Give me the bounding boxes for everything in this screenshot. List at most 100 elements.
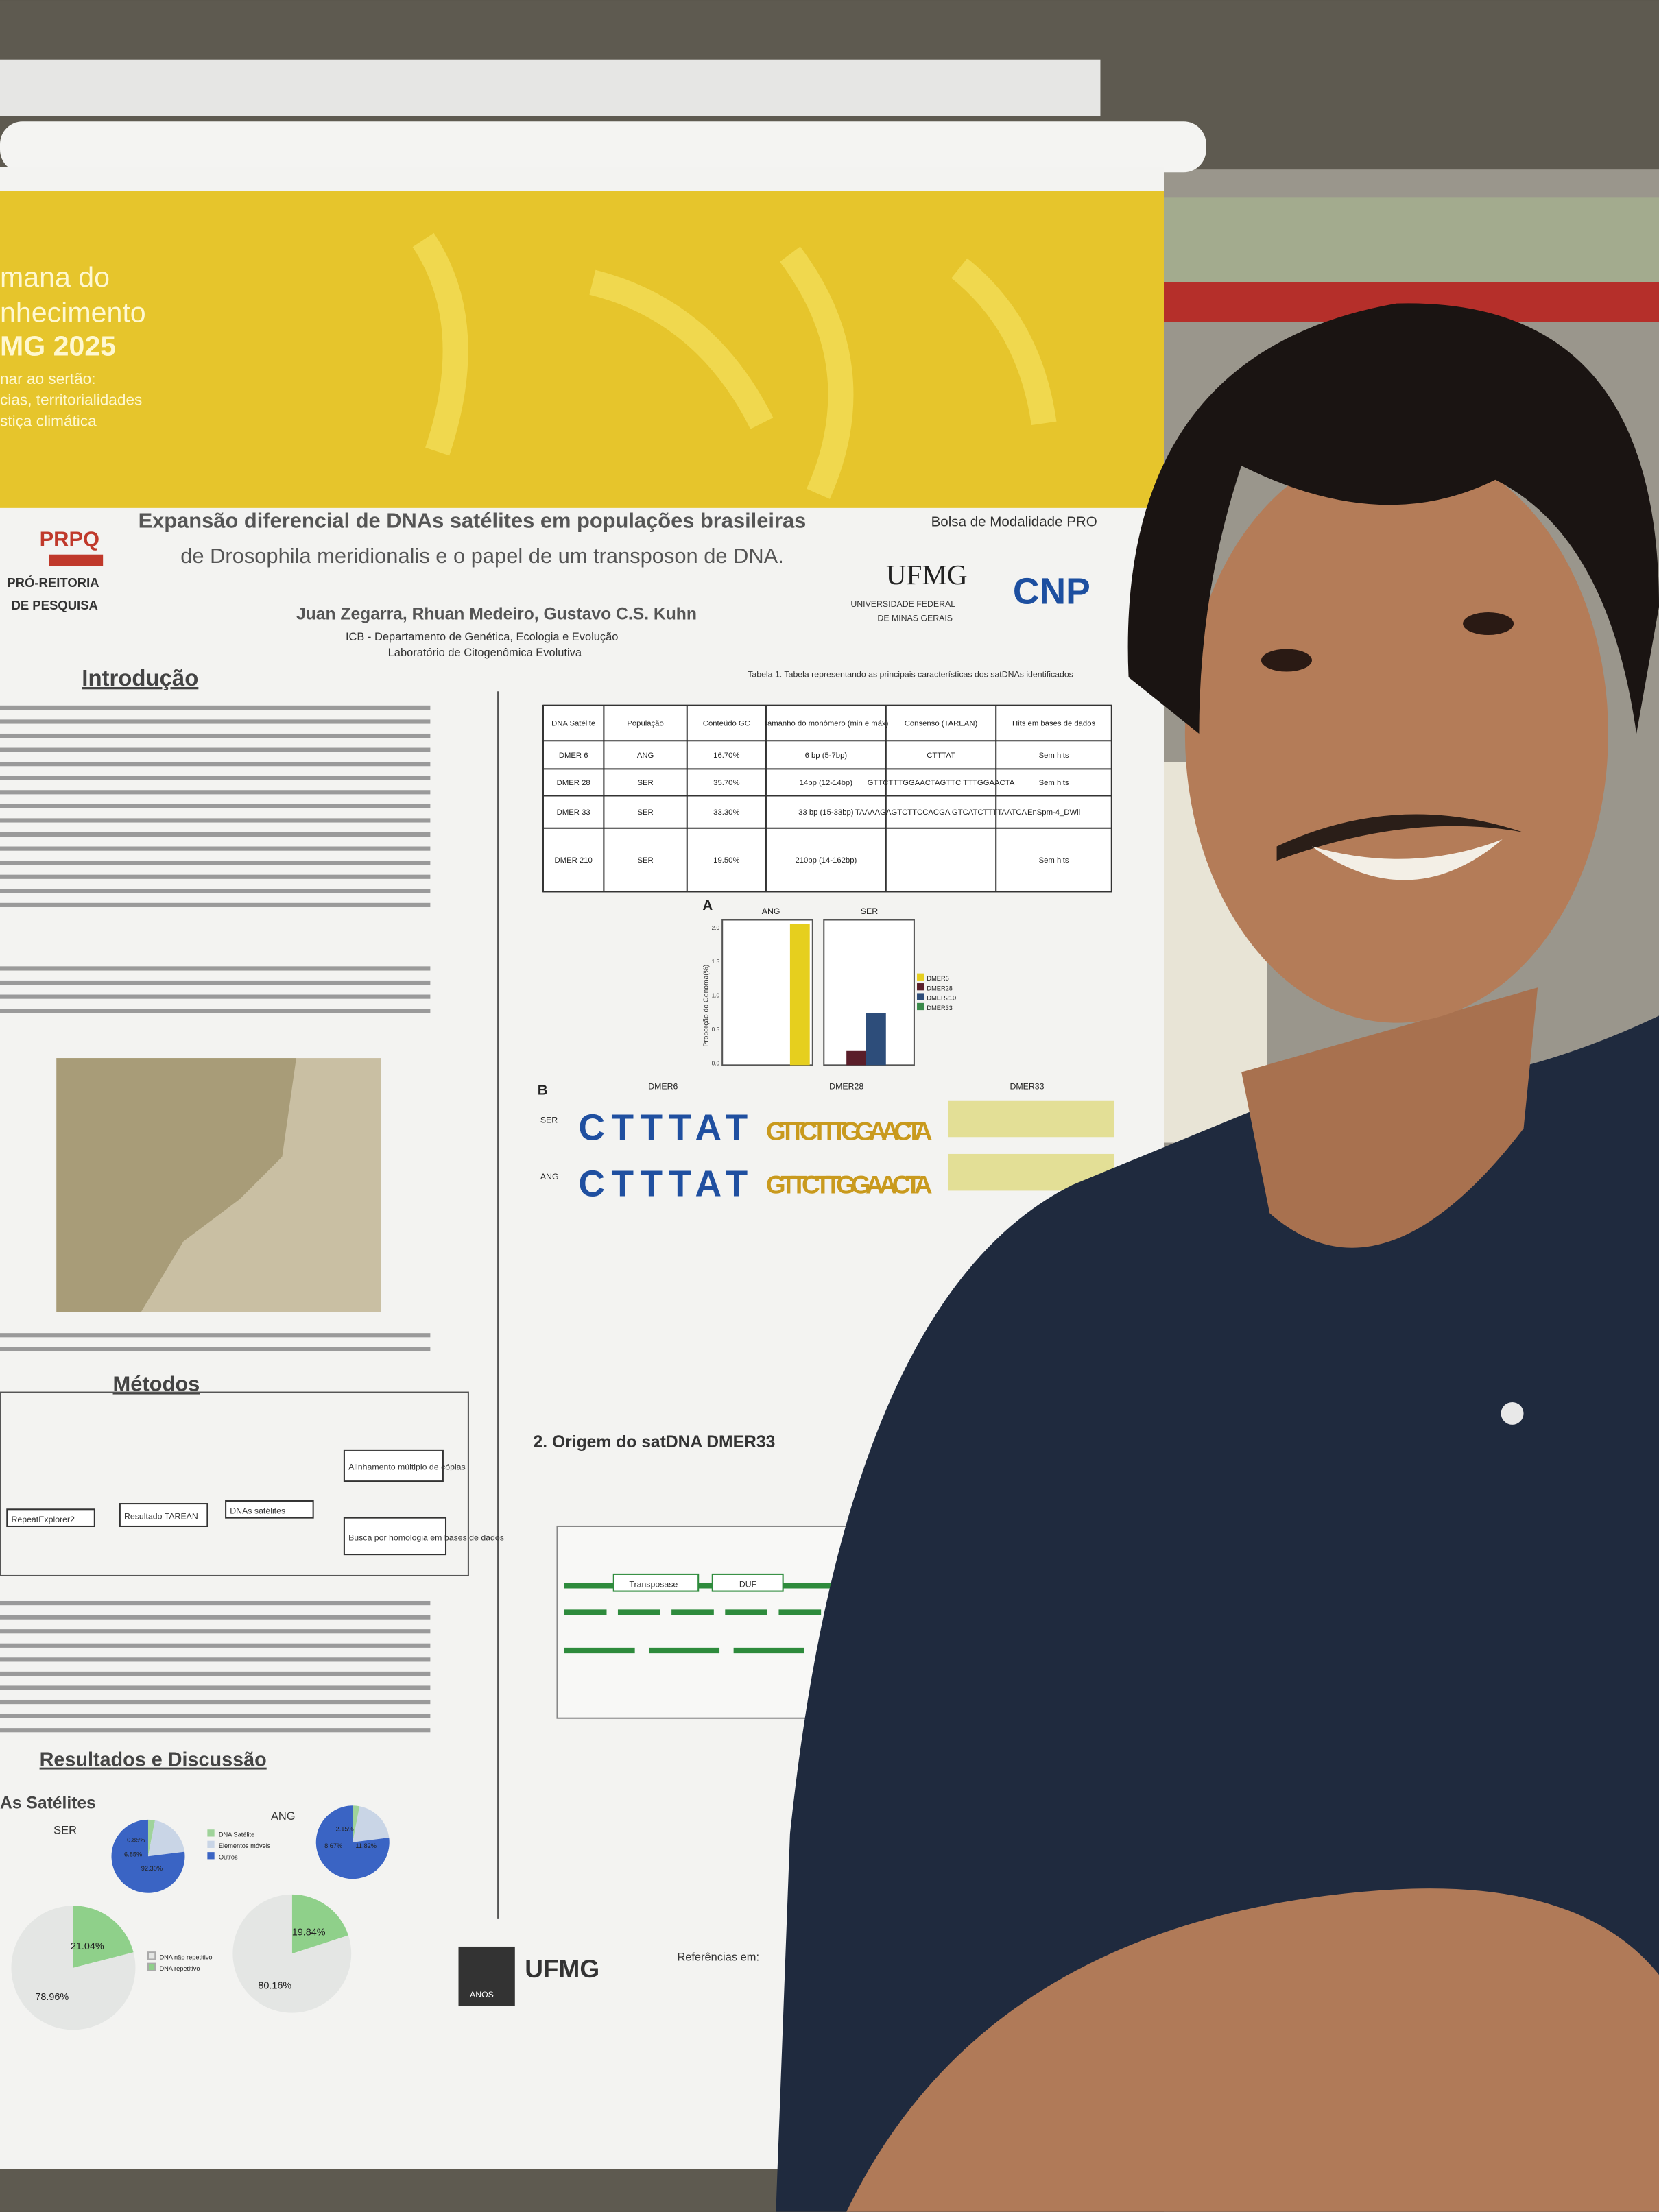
column-title: DMER28 [829, 1081, 863, 1091]
diagram-label: DUF [739, 1579, 757, 1589]
legend-label: DMER210 [927, 995, 956, 1002]
text-line [0, 1600, 431, 1606]
table-cell: Consenso (TAREAN) [905, 720, 978, 728]
text-line [0, 1643, 431, 1648]
text-line [0, 719, 431, 724]
table-cell: CTTTAT [927, 752, 955, 760]
table-cell: EnSpm-4_DWil [1027, 808, 1080, 817]
table-cell: SER [637, 808, 653, 817]
y-tick-label: 2.0 [712, 925, 720, 931]
bar [846, 1050, 866, 1066]
flow-label: RepeatExplorer2 [11, 1515, 75, 1524]
column-title: DMER33 [1010, 1081, 1044, 1091]
table-cell: Sem hits [1039, 779, 1069, 787]
pipe [1164, 197, 1659, 282]
text-line [0, 1009, 431, 1013]
text-line [0, 902, 431, 907]
text-line [0, 1657, 431, 1662]
eye [1261, 649, 1312, 672]
pie-slice [315, 1805, 390, 1879]
table-cell: Sem hits [1039, 856, 1069, 865]
table-cell: População [627, 720, 663, 728]
text-line [0, 1333, 431, 1338]
hair [1127, 303, 1659, 734]
flow-label: Alinhamento múltiplo de cópias [348, 1463, 466, 1472]
header-line: nhecimento [0, 296, 146, 328]
flow-label: Resultado TAREAN [124, 1512, 198, 1522]
person [776, 303, 1659, 2212]
pie-label: 92.30% [141, 1865, 163, 1872]
logo-cnpq: CNP [1013, 572, 1090, 612]
diagram-box [612, 1573, 700, 1592]
table-cell: 6 bp (5-7bp) [805, 752, 848, 760]
pie-slice [353, 1806, 390, 1842]
pie-slice [147, 1819, 156, 1857]
text-line [0, 846, 431, 851]
flow-label: Busca por homologia em bases de dados [348, 1533, 504, 1543]
table-cell: SER [637, 779, 653, 787]
grant: Bolsa de Modalidade PRO [931, 514, 1097, 530]
text-line [0, 790, 431, 795]
text-line [0, 762, 431, 767]
flow-box [343, 1517, 447, 1556]
axis-label: Proporção do Genoma(%) [703, 965, 711, 1047]
text-line [0, 804, 431, 808]
poster-header [0, 191, 1165, 508]
y-tick-label: 1.0 [712, 993, 720, 999]
text-line [0, 966, 431, 971]
table-cell: 33.30% [713, 808, 739, 817]
logo-sub: DE PESQUISA [11, 598, 97, 612]
pie-slice [11, 1906, 136, 2030]
header-theme: nar ao sertão: [0, 370, 96, 387]
table-cell: DMER 28 [557, 779, 590, 787]
sub-heading: 2. Origem do satDNA DMER33 [534, 1433, 776, 1452]
table-cell: SER [637, 856, 653, 865]
legend-label: DMER6 [927, 975, 948, 982]
pie-title: SER [53, 1824, 77, 1836]
affiliation: Laboratório de Citogenômica Evolutiva [388, 647, 582, 659]
row-title: ANG [540, 1172, 559, 1181]
pie-charts: 0.85% 6.85% 92.30% 2.15% 8.67% 11.82% 21.04% 78… [11, 1805, 390, 2030]
text-line [0, 1671, 431, 1676]
panel-title: SER [861, 906, 878, 916]
legend-swatch [207, 1840, 215, 1848]
table-cell: 14bp (12-14bp) [800, 779, 852, 787]
pie-label: 0.85% [127, 1837, 145, 1844]
methods-box [0, 1391, 469, 1577]
anos: ANOS [470, 1990, 494, 1999]
text-line [0, 1714, 431, 1718]
table-cell: Sem hits [1039, 752, 1069, 760]
text-line [0, 980, 431, 985]
footer-ufmg: UFMG [525, 1954, 599, 1983]
column-title: DMER6 [648, 1081, 678, 1091]
pie-label: 80.16% [258, 1981, 291, 1992]
table-cell: Tamanho do monômero (min e máx) [763, 720, 888, 728]
pie-slice [73, 1906, 134, 1968]
header-decor [412, 232, 1057, 499]
logo-ufmg: UFMG [886, 559, 968, 590]
flow-box [6, 1508, 95, 1528]
text-line [0, 1685, 431, 1690]
legend-swatch [917, 1002, 924, 1011]
sequence-logo [948, 1100, 1115, 1138]
text-line [0, 874, 431, 879]
y-tick-label: 1.5 [712, 959, 720, 965]
references: Referências em: [677, 1951, 759, 1964]
authors: Juan Zegarra, Rhuan Medeiro, Gustavo C.S… [296, 605, 697, 623]
map-land [56, 1058, 296, 1312]
poster-title: de Drosophila meridionalis e o papel de … [180, 544, 784, 568]
sequence-logo: GTTCTTGGAACTA [766, 1170, 933, 1199]
pie-slice [291, 1894, 348, 1954]
figure-a: A ANG SER 0.0 0.5 1.0 1.5 2.0 DMER6 DMER28 DMER210… [702, 898, 956, 1066]
table-cell: DNA Satélite [551, 720, 595, 728]
table-cell: 19.50% [713, 856, 739, 865]
figure-label: A [702, 898, 713, 913]
text-line [0, 861, 431, 865]
table-cell: 210bp (14-162bp) [795, 856, 857, 865]
pie-slice [147, 1820, 185, 1857]
diagram [556, 1525, 855, 1719]
text-line [0, 1629, 431, 1634]
logo-sub: DE MINAS GERAIS [877, 613, 953, 623]
